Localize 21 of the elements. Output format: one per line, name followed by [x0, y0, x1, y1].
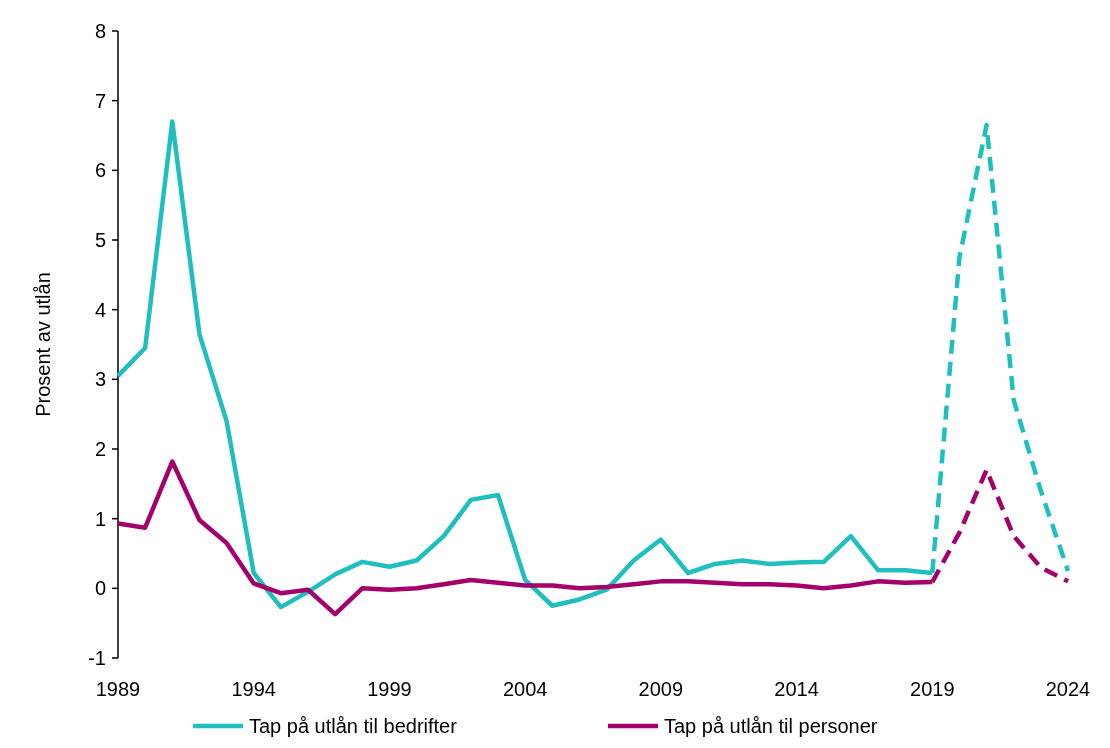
- x-tick-label: 1989: [95, 678, 141, 700]
- y-tick-label: 5: [94, 229, 106, 251]
- x-tick-label: 1994: [231, 678, 276, 700]
- y-tick-label: 0: [94, 577, 106, 600]
- x-tick-label: 2024: [1045, 678, 1091, 700]
- y-tick-label: 4: [94, 298, 106, 321]
- y-tick-label: 1: [94, 507, 106, 530]
- y-tick-label: -1: [88, 647, 106, 669]
- y-tick-label: 3: [94, 368, 106, 391]
- y-tick-label: 8: [94, 20, 106, 42]
- x-tick-label: 2004: [502, 678, 548, 700]
- y-tick-label: 7: [94, 89, 106, 112]
- x-tick-label: 2009: [638, 678, 684, 700]
- y-tick-label: 6: [94, 159, 106, 182]
- y-tick-label: 2: [94, 438, 106, 460]
- x-tick-label: 2019: [910, 678, 955, 700]
- legend-label: Tap på utlån til personer: [664, 715, 878, 737]
- x-tick-label: 1999: [367, 678, 412, 700]
- y-axis-title: Prosent av utlån: [32, 272, 54, 417]
- x-tick-label: 2014: [774, 678, 819, 700]
- legend-label: Tap på utlån til bedrifter: [249, 715, 458, 737]
